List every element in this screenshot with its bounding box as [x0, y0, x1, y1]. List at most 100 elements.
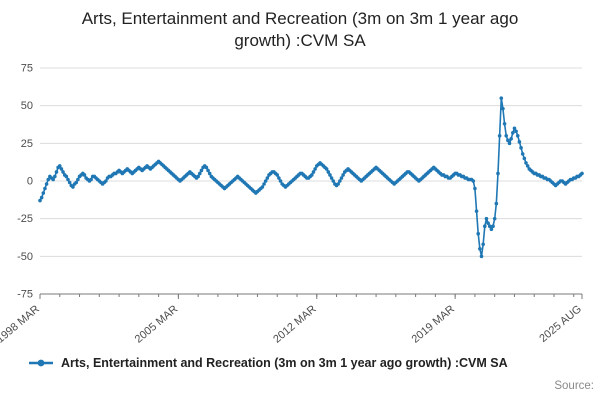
data-point — [313, 167, 317, 171]
data-point — [260, 185, 265, 189]
data-point — [64, 174, 69, 179]
data-point — [519, 146, 523, 150]
data-point — [38, 198, 42, 203]
x-tick-label: 2025 AUG — [537, 303, 584, 345]
chart-area: 75 50 25 0 -25 -50 -75 1998 MAR 2005 MAR 2012 MAR… — [0, 56, 600, 352]
x-tick-label: 2019 MAR — [410, 303, 458, 346]
data-point — [515, 134, 520, 138]
data-point — [53, 174, 57, 179]
data-point — [196, 174, 200, 179]
legend: Arts, Entertainment and Recreation (3m o… — [28, 356, 592, 370]
data-point — [61, 170, 65, 174]
data-point — [580, 171, 584, 176]
data-point — [275, 173, 280, 177]
data-point — [207, 171, 212, 176]
data-point — [511, 130, 515, 135]
legend-line-marker-icon — [29, 359, 53, 367]
page-title: Arts, Entertainment and Recreation (3m o… — [81, 9, 519, 51]
data-point — [39, 195, 44, 200]
data-point — [329, 176, 334, 180]
x-tick-label: 2012 MAR — [271, 303, 319, 346]
data-point — [502, 121, 507, 126]
data-point — [59, 167, 64, 171]
data-point — [509, 137, 513, 141]
data-point — [44, 182, 49, 186]
data-point — [476, 231, 481, 236]
data-point — [311, 170, 316, 174]
data-point — [486, 221, 490, 225]
y-tick-label: 25 — [21, 138, 33, 150]
data-point — [51, 177, 55, 182]
data-point — [331, 179, 336, 183]
legend-label: Arts, Entertainment and Recreation (3m o… — [61, 356, 508, 370]
data-point — [82, 173, 87, 177]
data-point — [522, 156, 527, 161]
data-point — [506, 138, 510, 143]
data-point — [262, 182, 266, 186]
data-point — [204, 165, 209, 170]
data-point — [326, 170, 331, 174]
y-tick-label: -75 — [17, 289, 33, 301]
data-point — [310, 173, 314, 177]
data-point — [491, 224, 495, 228]
data-point — [492, 216, 497, 221]
data-point — [104, 179, 108, 183]
x-tick-label: 1998 MAR — [0, 303, 42, 346]
data-point — [487, 224, 492, 228]
data-point — [501, 106, 505, 111]
data-point — [504, 134, 509, 138]
data-point — [46, 177, 51, 182]
data-point — [341, 173, 345, 177]
data-point — [471, 179, 476, 183]
y-tick-label: 75 — [21, 63, 33, 75]
data-point — [57, 164, 62, 168]
data-point — [484, 216, 489, 221]
data-point — [89, 177, 93, 182]
data-point — [499, 96, 504, 100]
data-point — [338, 179, 342, 183]
data-point — [336, 182, 340, 186]
data-point — [473, 186, 477, 191]
data-point — [71, 185, 75, 189]
data-point — [507, 141, 512, 146]
data-point — [483, 224, 487, 228]
data-point — [67, 180, 72, 185]
data-point — [524, 161, 528, 165]
data-point — [324, 167, 329, 171]
data-point — [76, 177, 80, 182]
data-point — [66, 177, 70, 182]
data-point — [74, 180, 79, 185]
y-tick-label: 50 — [21, 100, 33, 112]
source-label: Source: — [554, 380, 594, 392]
data-point — [198, 171, 202, 176]
data-point — [481, 242, 485, 247]
data-point — [199, 168, 204, 173]
data-point — [206, 168, 210, 173]
data-point — [512, 126, 517, 131]
data-point — [474, 209, 479, 213]
data-point — [339, 176, 344, 180]
y-tick-label: -50 — [17, 251, 33, 263]
data-point — [478, 247, 482, 251]
data-point — [497, 134, 502, 138]
chart-svg: 75 50 25 0 -25 -50 -75 1998 MAR 2005 MAR 2012 MAR… — [0, 63, 584, 346]
data-point — [278, 179, 283, 183]
data-point — [520, 152, 525, 156]
data-point — [263, 179, 268, 183]
data-point — [41, 191, 46, 195]
data-point — [479, 254, 484, 259]
data-point — [494, 201, 499, 206]
data-point — [54, 170, 59, 174]
data-point — [489, 227, 494, 232]
data-point — [517, 140, 522, 144]
data-point — [328, 173, 332, 177]
data-point — [514, 129, 518, 134]
data-point — [525, 164, 530, 168]
data-point — [43, 186, 47, 191]
x-tick-label: 2005 MAR — [133, 303, 181, 346]
data-point — [265, 176, 270, 180]
y-tick-label: -25 — [17, 213, 33, 225]
data-point — [277, 176, 281, 180]
data-point — [496, 171, 500, 176]
